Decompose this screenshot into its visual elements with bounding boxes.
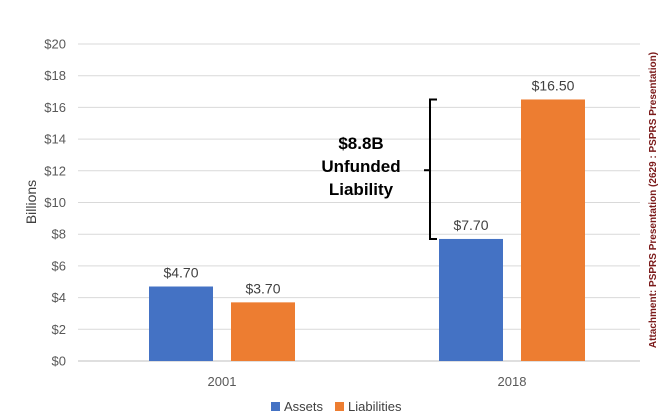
legend-label-liabilities: Liabilities xyxy=(348,399,402,414)
y-tick-label: $20 xyxy=(44,37,66,52)
y-tick-label: $18 xyxy=(44,68,66,83)
unfunded-liability-annotation: $8.8B Unfunded Liability xyxy=(321,98,437,240)
data-label-liabilities-2018: $16.50 xyxy=(532,77,575,93)
y-tick-label: $0 xyxy=(52,354,66,369)
data-labels: $4.70 $3.70 $7.70 $16.50 xyxy=(163,77,574,296)
legend: Assets Liabilities xyxy=(271,399,402,414)
y-axis-title: Billions xyxy=(23,180,39,224)
y-tick-label: $16 xyxy=(44,100,66,115)
annotation-text-line: Liability xyxy=(329,180,394,199)
x-tick-label: 2001 xyxy=(208,374,237,389)
y-axis-ticks: $0 $2 $4 $6 $8 $10 $12 $14 $16 $18 $20 xyxy=(44,37,66,369)
annotation-text-line: $8.8B xyxy=(338,134,383,153)
y-tick-label: $6 xyxy=(52,258,66,273)
legend-swatch-assets xyxy=(271,402,280,411)
annotation-text-line: Unfunded xyxy=(321,157,400,176)
side-note: Attachment: PSPRS Presentation (2629 : P… xyxy=(648,52,659,348)
legend-label-assets: Assets xyxy=(284,399,324,414)
y-tick-label: $10 xyxy=(44,195,66,210)
data-label-liabilities-2001: $3.70 xyxy=(245,280,280,296)
data-label-assets-2001: $4.70 xyxy=(163,265,198,281)
bar-assets-2001 xyxy=(149,286,213,361)
y-tick-label: $14 xyxy=(44,132,66,147)
bar-liabilities-2001 xyxy=(231,302,295,361)
y-tick-label: $2 xyxy=(52,322,66,337)
y-tick-label: $8 xyxy=(52,227,66,242)
bars xyxy=(149,99,585,361)
y-tick-label: $4 xyxy=(52,290,66,305)
legend-swatch-liabilities xyxy=(335,402,344,411)
bracket xyxy=(429,98,437,240)
data-label-assets-2018: $7.70 xyxy=(453,217,488,233)
y-tick-label: $12 xyxy=(44,163,66,178)
bar-liabilities-2018 xyxy=(521,99,585,361)
x-tick-label: 2018 xyxy=(498,374,527,389)
x-axis-ticks: 2001 2018 xyxy=(208,374,527,389)
bar-assets-2018 xyxy=(439,238,503,361)
